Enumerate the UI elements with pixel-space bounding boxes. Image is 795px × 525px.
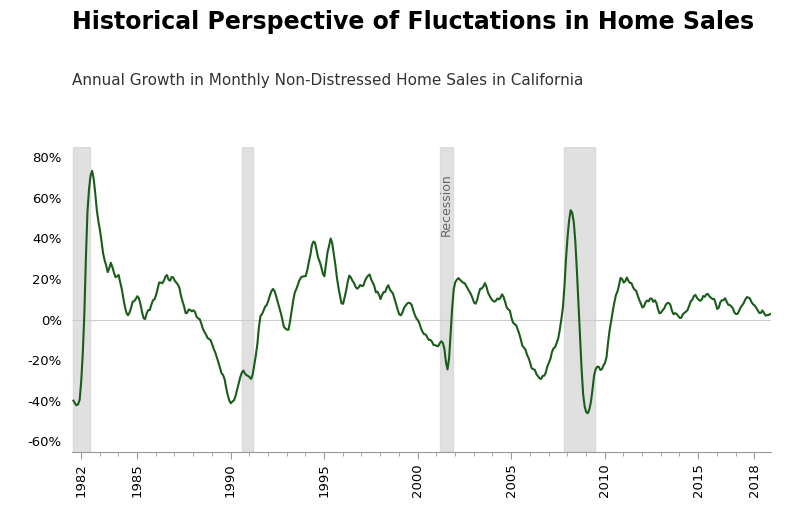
Text: Recession: Recession	[440, 173, 453, 236]
Bar	[242, 147, 253, 452]
Bar	[73, 147, 91, 452]
Text: Historical Perspective of Fluctations in Home Sales: Historical Perspective of Fluctations in…	[72, 10, 754, 35]
Text: Annual Growth in Monthly Non-Distressed Home Sales in California: Annual Growth in Monthly Non-Distressed …	[72, 74, 583, 89]
Bar	[564, 147, 595, 452]
Bar	[440, 147, 453, 452]
